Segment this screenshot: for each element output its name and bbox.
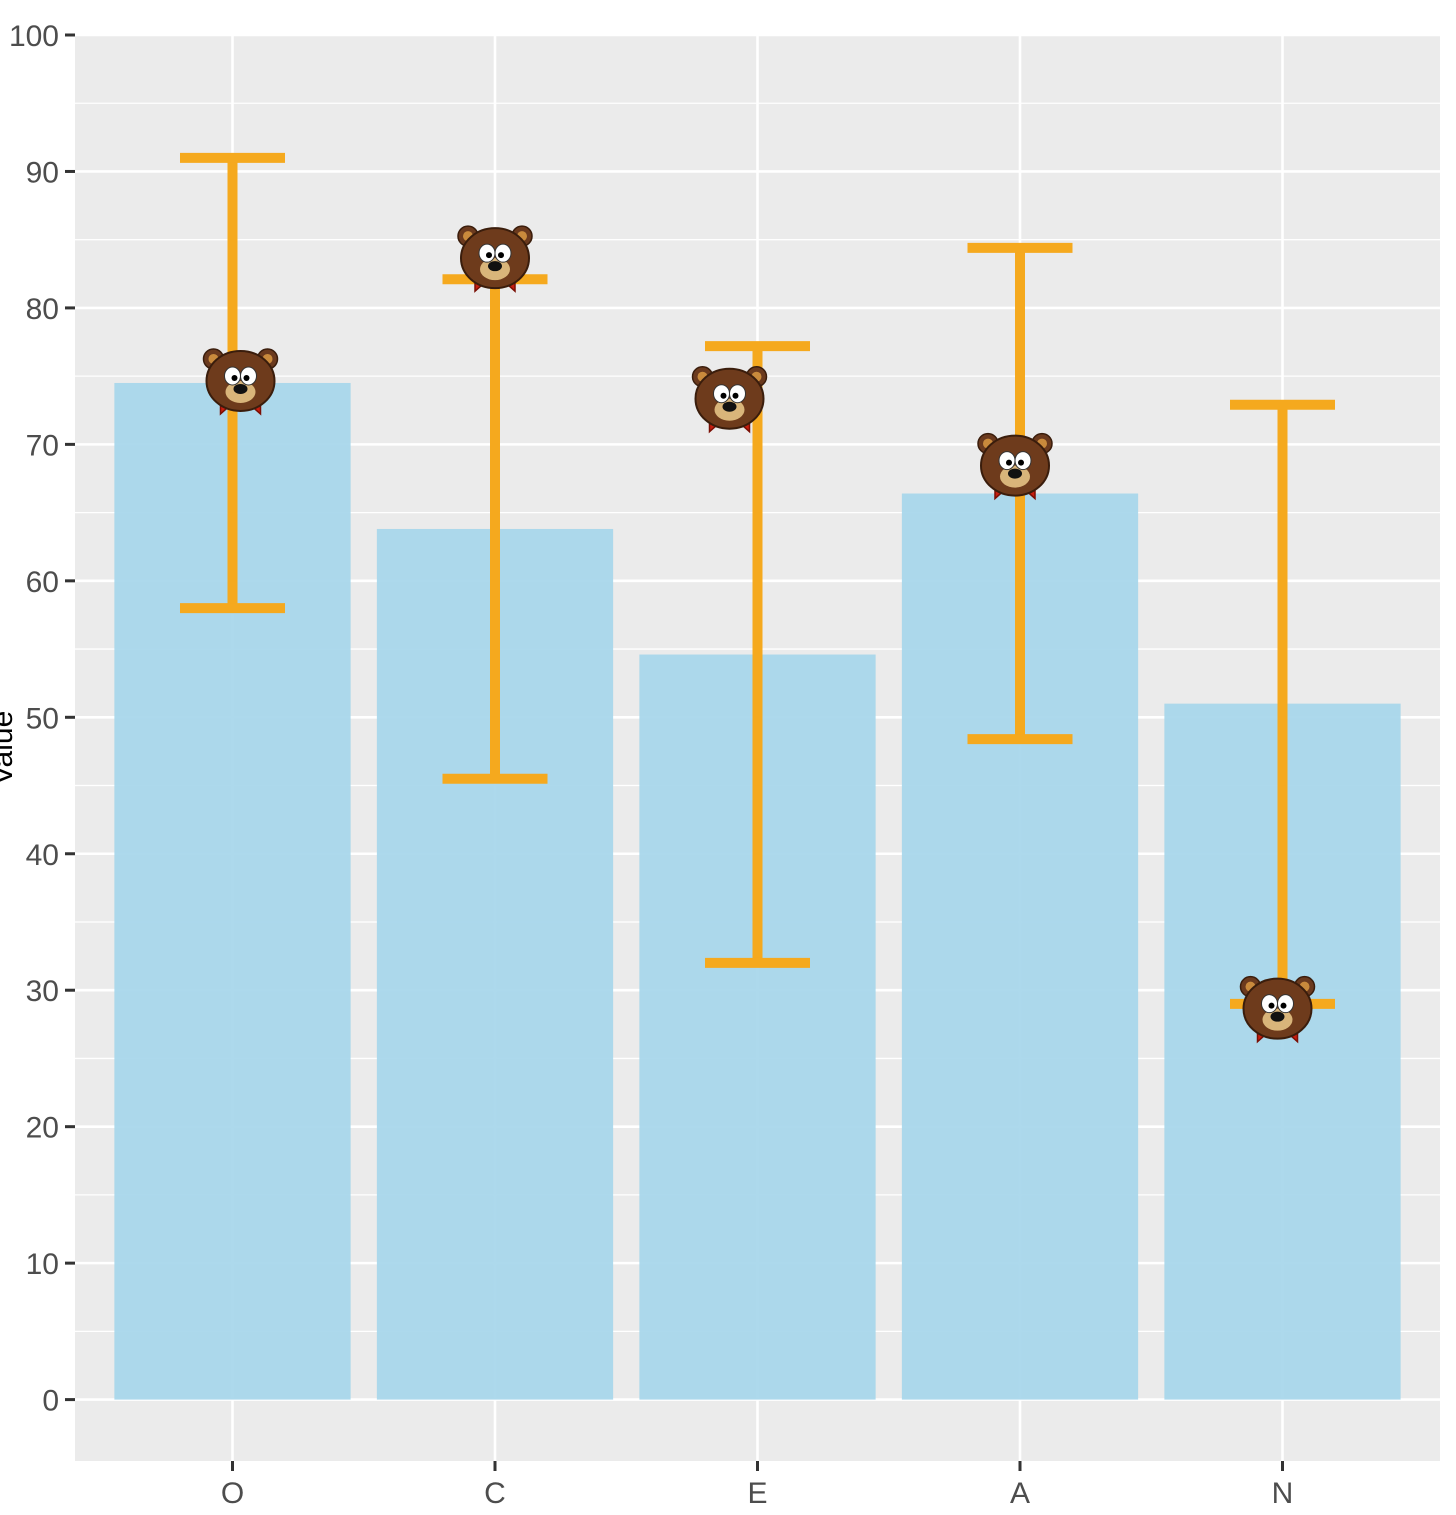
y-tick-label: 20 — [26, 1112, 59, 1145]
y-tick-label: 80 — [26, 293, 59, 326]
y-tick-label: 10 — [26, 1248, 59, 1281]
y-tick-label: 60 — [26, 566, 59, 599]
errorbar-E — [705, 341, 810, 968]
y-axis-title: Value — [0, 711, 19, 786]
x-tick-label: E — [747, 1477, 767, 1510]
y-tick-label: 90 — [26, 156, 59, 189]
x-tick-label: N — [1272, 1477, 1294, 1510]
y-tick-label: 70 — [26, 429, 59, 462]
y-tick-label: 50 — [26, 702, 59, 735]
y-tick-label: 40 — [26, 839, 59, 872]
x-tick-label: C — [484, 1477, 506, 1510]
y-tick-label: 30 — [26, 975, 59, 1008]
y-tick-label: 100 — [9, 20, 59, 53]
x-tick-label: O — [221, 1477, 244, 1510]
x-tick-label: A — [1010, 1477, 1030, 1510]
y-tick-label: 0 — [42, 1385, 59, 1418]
